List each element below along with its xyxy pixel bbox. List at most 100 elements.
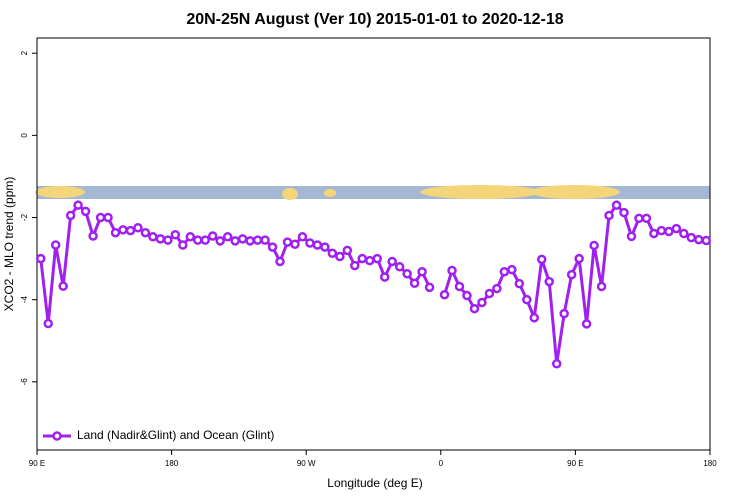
data-point	[170, 230, 181, 240]
data-point	[626, 231, 637, 242]
data-point	[589, 240, 599, 251]
data-point	[118, 225, 128, 235]
plot-frame	[36, 37, 711, 451]
data-point	[148, 232, 158, 242]
data-point	[185, 232, 196, 242]
data-point	[327, 248, 338, 258]
data-point	[88, 231, 98, 241]
data-point	[58, 281, 68, 291]
data-point	[664, 226, 674, 237]
map-strip	[35, 185, 710, 200]
data-point	[574, 253, 584, 264]
data-point	[163, 235, 173, 245]
data-point	[604, 210, 614, 221]
data-point	[447, 265, 457, 276]
y-tick-label: -6	[20, 378, 29, 386]
y-tick-label: 0	[20, 133, 29, 138]
data-point	[484, 288, 495, 299]
data-point	[514, 278, 525, 289]
data-point	[559, 308, 569, 319]
legend-label: Land (Nadir&Glint) and Ocean (Glint)	[77, 428, 274, 442]
data-point	[686, 232, 697, 243]
data-point	[207, 231, 218, 241]
x-tick-label: 180	[165, 459, 179, 468]
data-point	[656, 225, 667, 236]
data-point	[73, 200, 83, 210]
data-point	[222, 232, 233, 242]
data-point	[566, 269, 577, 280]
data-point	[252, 235, 263, 245]
data-point	[581, 319, 592, 329]
data-point	[50, 240, 61, 250]
data-point	[454, 281, 465, 292]
y-tick-label: -4	[20, 296, 29, 304]
data-point	[529, 312, 540, 323]
data-point	[477, 297, 487, 308]
data-point	[671, 223, 682, 234]
data-point	[372, 253, 382, 264]
data-point	[387, 256, 397, 267]
data-point	[125, 225, 136, 236]
data-point	[103, 212, 113, 223]
data-point	[260, 235, 270, 245]
data-point	[237, 234, 248, 244]
data-point	[95, 212, 106, 223]
data-point	[357, 253, 368, 264]
data-point	[133, 223, 143, 233]
chart-title: 20N-25N August (Ver 10) 2015-01-01 to 20…	[186, 11, 563, 28]
data-point	[312, 240, 323, 250]
data-point	[649, 228, 659, 239]
data-point	[335, 251, 345, 262]
data-point	[469, 303, 480, 314]
data-point	[499, 266, 510, 277]
data-point	[297, 232, 308, 242]
data-point	[641, 213, 652, 224]
data-point	[365, 255, 375, 266]
data-point	[424, 282, 435, 293]
data-point	[462, 290, 472, 301]
data-point	[342, 245, 353, 256]
data-point	[80, 206, 91, 217]
x-tick-label: 90 E	[29, 459, 45, 468]
data-point	[282, 237, 293, 247]
data-point	[679, 228, 689, 239]
data-point	[619, 207, 629, 218]
data-point	[522, 294, 532, 305]
data-point	[43, 318, 53, 329]
data-point	[305, 238, 315, 248]
data-point	[267, 242, 278, 252]
x-tick-label: 0	[439, 459, 444, 468]
data-point	[215, 236, 225, 246]
x-tick-label: 90 W	[297, 459, 316, 468]
data-point	[417, 266, 427, 277]
data-point	[611, 200, 622, 210]
data-point	[140, 227, 151, 238]
data-point	[492, 283, 502, 294]
data-point	[701, 235, 712, 246]
data-point	[193, 235, 203, 245]
x-axis-label: Longitude (deg E)	[327, 476, 422, 490]
data-point	[394, 262, 405, 272]
data-point	[200, 235, 210, 245]
data-point	[245, 236, 255, 246]
data-point	[694, 234, 704, 245]
data-point	[409, 278, 420, 288]
data-point	[507, 264, 517, 275]
data-point	[275, 256, 285, 267]
data-point	[402, 269, 412, 279]
data-point	[178, 240, 188, 250]
data-point	[537, 254, 547, 265]
x-tick-label: 180	[703, 459, 717, 468]
x-tick-label: 90 E	[567, 459, 583, 468]
legend-marker	[52, 431, 62, 441]
data-point	[596, 281, 607, 292]
data-point	[110, 227, 121, 238]
data-point	[634, 213, 644, 224]
data-point	[350, 260, 360, 271]
data-point	[439, 289, 450, 300]
y-tick-label: 2	[20, 50, 29, 55]
data-point	[551, 358, 562, 369]
data-point	[35, 253, 46, 264]
data-point	[320, 242, 330, 252]
